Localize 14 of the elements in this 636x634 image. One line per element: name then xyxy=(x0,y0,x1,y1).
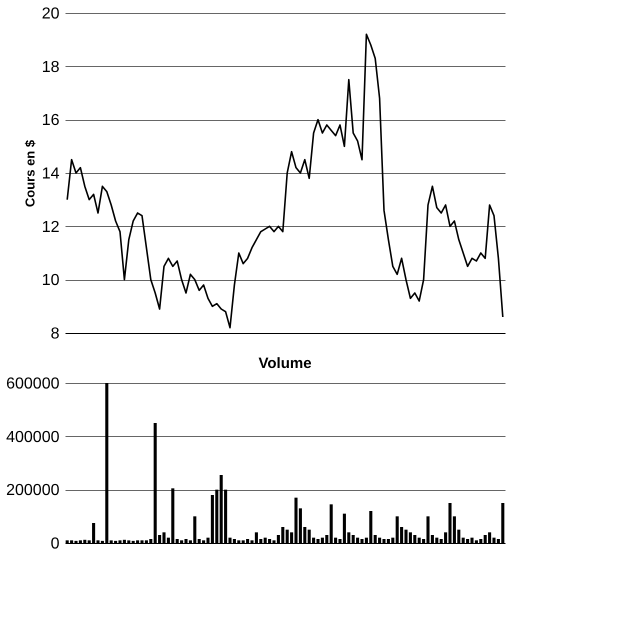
y-tick-label: 12 xyxy=(42,218,60,236)
y-tick-label: 8 xyxy=(50,326,60,342)
y-tick-label: 20 xyxy=(42,6,60,22)
y-tick-label: 200000 xyxy=(6,482,60,500)
y-tick-label: 10 xyxy=(42,272,60,290)
chart-title: Volume xyxy=(258,355,312,372)
y-axis-title: Cours en $ xyxy=(22,139,38,208)
line-series xyxy=(66,34,504,328)
y-tick-label: 400000 xyxy=(6,428,60,446)
y-tick-label: 600000 xyxy=(6,376,60,392)
y-tick-label: 18 xyxy=(42,58,60,76)
y-tick-label: 16 xyxy=(42,112,60,130)
y-tick-label: 0 xyxy=(50,536,60,552)
y-tick-label: 14 xyxy=(42,166,60,182)
